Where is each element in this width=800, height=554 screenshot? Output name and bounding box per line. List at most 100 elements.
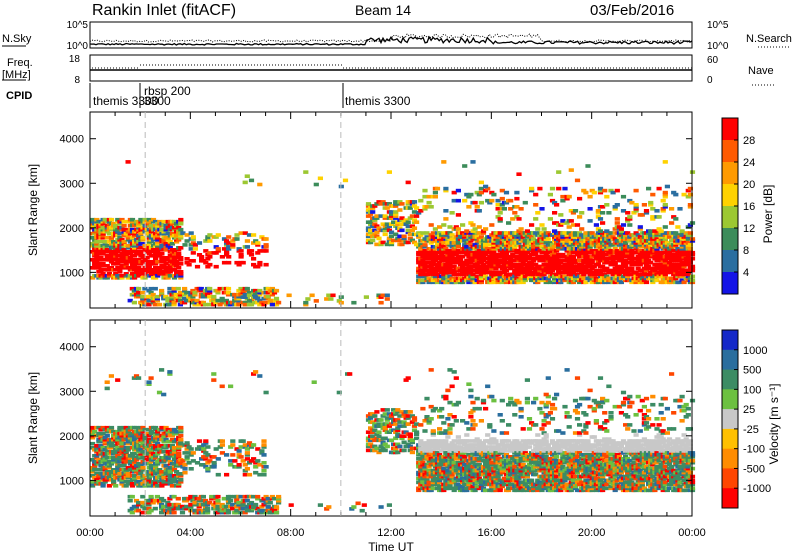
echo-cell <box>441 241 447 245</box>
echo-cell <box>106 254 112 258</box>
echo-cell <box>228 504 234 509</box>
echo-cell <box>512 247 518 251</box>
echo-cell <box>497 249 503 253</box>
echo-cell <box>263 510 269 515</box>
echo-cell <box>439 239 445 243</box>
echo-cell <box>577 258 583 263</box>
echo-cell <box>176 238 182 242</box>
echo-cell <box>430 254 436 259</box>
echo-cell <box>432 270 438 275</box>
echo-cell <box>493 264 499 269</box>
echo-cell <box>577 249 583 253</box>
echo-cell <box>597 252 604 257</box>
echo-cell <box>115 468 121 472</box>
echo-cell <box>155 452 161 456</box>
echo-cell <box>127 508 133 513</box>
echo-cell <box>194 300 200 305</box>
echo-cell <box>654 272 660 277</box>
echo-cell <box>184 504 190 509</box>
echo-cell <box>424 441 430 445</box>
echo-cell <box>129 484 136 488</box>
echo-cell <box>201 449 207 453</box>
echo-cell <box>167 240 173 244</box>
echo-cell <box>437 225 443 229</box>
echo-cell <box>211 294 217 299</box>
echo-cell <box>478 190 484 195</box>
echo-cell <box>673 235 679 239</box>
echo-cell <box>516 172 522 176</box>
echo-cell <box>131 290 137 295</box>
echo-cell <box>424 256 430 261</box>
echo-cell <box>273 298 280 303</box>
echo-cell <box>276 494 282 499</box>
echo-cell <box>155 460 161 464</box>
echo-cell <box>129 433 136 438</box>
echo-cell <box>171 494 177 499</box>
echo-cell <box>434 186 441 191</box>
echo-cell <box>616 241 622 245</box>
echo-cell <box>98 246 104 250</box>
echo-cell <box>132 276 138 280</box>
echo-cell <box>512 274 518 279</box>
echo-cell <box>90 435 96 440</box>
echo-cell <box>648 233 654 237</box>
echo-cell <box>395 450 401 455</box>
echo-cell <box>409 202 415 206</box>
echo-cell <box>583 235 589 239</box>
echo-cell <box>675 250 681 255</box>
echo-cell <box>401 440 407 445</box>
echo-cell <box>100 476 106 480</box>
echo-cell <box>671 190 677 195</box>
echo-cell <box>526 270 533 275</box>
echo-cell <box>395 426 401 430</box>
echo-cell <box>253 502 259 507</box>
echo-cell <box>106 476 112 480</box>
echo-cell <box>178 262 184 266</box>
echo-cell <box>539 249 545 253</box>
echo-cell <box>560 219 566 223</box>
echo-cell <box>150 452 157 456</box>
echo-cell <box>240 288 246 293</box>
echo-cell <box>673 243 679 247</box>
echo-cell <box>418 209 424 213</box>
echo-cell <box>374 224 380 228</box>
echo-cell <box>374 446 380 451</box>
beam-title: Beam 14 <box>355 2 411 18</box>
echo-cell <box>178 480 184 484</box>
echo-cell <box>633 231 639 235</box>
echo-cell <box>414 436 420 441</box>
echo-cell <box>662 190 668 195</box>
echo-cell <box>146 268 152 272</box>
echo-cell <box>426 460 432 465</box>
echo-cell <box>132 266 138 270</box>
echo-cell <box>374 234 380 239</box>
echo-cell <box>587 194 593 199</box>
cpid-segment-2: 3300 <box>144 94 171 108</box>
echo-cell <box>639 237 645 241</box>
echo-cell <box>434 280 441 285</box>
echo-cell <box>510 278 516 283</box>
echo-cell <box>244 239 250 243</box>
echo-cell <box>600 205 606 209</box>
echo-cell <box>662 233 668 237</box>
echo-cell <box>600 254 606 259</box>
echo-cell <box>589 266 595 271</box>
cpid-label: CPID <box>6 90 32 102</box>
echo-cell <box>148 240 154 244</box>
echo-cell <box>203 457 209 461</box>
echo-cell <box>146 266 152 270</box>
echo-cell <box>382 448 388 453</box>
echo-cell <box>159 270 165 274</box>
echo-cell <box>610 235 616 239</box>
echo-cell <box>119 274 125 278</box>
echo-cell <box>104 250 110 254</box>
echo-cell <box>242 472 248 477</box>
echo-cell <box>207 262 213 267</box>
echo-cell <box>681 192 687 197</box>
echo-cell <box>543 235 549 239</box>
echo-cell <box>393 446 399 451</box>
echo-cell <box>125 472 131 476</box>
echo-cell <box>499 237 505 241</box>
echo-cell <box>125 238 131 242</box>
echo-cell <box>202 302 209 307</box>
